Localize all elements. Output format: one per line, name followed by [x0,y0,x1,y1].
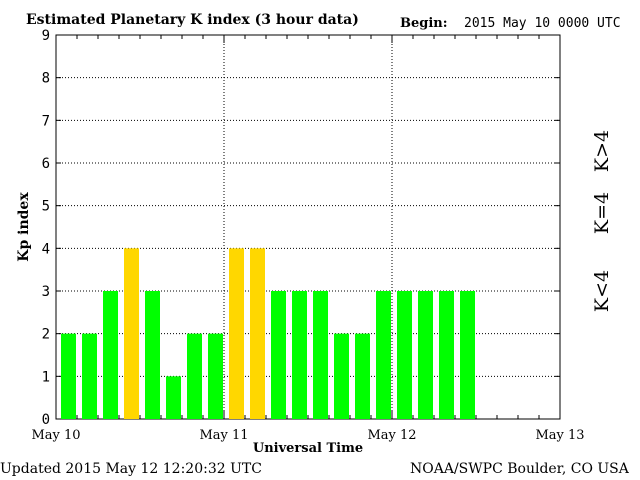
kp-bar [166,376,181,419]
kp-bar [250,248,265,419]
x-axis-label: Universal Time [253,441,363,456]
y-tick-label: 4 [42,241,50,257]
y-tick-label: 2 [42,327,50,343]
y-tick-label: 1 [42,369,50,385]
x-tick-label: May 10 [31,428,80,443]
x-tick-label: May 11 [199,428,248,443]
begin-value: 2015 May 10 0000 UTC [464,16,621,31]
kp-bar [145,291,160,419]
begin-label: Begin: [400,16,448,31]
x-tick-label: May 12 [367,428,416,443]
kp-bar [103,291,118,419]
y-tick-label: 0 [42,412,50,428]
legend-k-less-4: K<4 [591,270,613,312]
legend-k-equal-4: K=4 [591,192,613,234]
updated-timestamp: Updated 2015 May 12 12:20:32 UTC [0,461,262,477]
kp-bar [124,248,139,419]
kp-bar [418,291,433,419]
kp-bar [460,291,475,419]
chart-title: Estimated Planetary K index (3 hour data… [26,12,359,28]
legend-k-greater-4: K>4 [591,130,613,172]
grid-lines [56,35,560,419]
x-axis-ticks: May 10 May 11 May 12 May 13 [31,35,585,443]
kp-bar [376,291,391,419]
credit-text: NOAA/SWPC Boulder, CO USA [410,461,630,477]
kp-bar [187,333,202,419]
kp-bar [439,291,454,419]
y-axis-ticks: 0 1 2 3 4 5 6 7 8 9 [42,28,560,428]
bars [61,248,475,419]
y-axis-label: Kp index [16,192,32,262]
kp-bar [292,291,307,419]
kp-bar [313,291,328,419]
kp-bar [229,248,244,419]
kp-bar [355,333,370,419]
kp-bar [271,291,286,419]
kp-bar [334,333,349,419]
kp-bar [61,333,76,419]
y-tick-label: 9 [42,28,50,44]
y-tick-label: 5 [42,199,50,215]
kp-bar [208,333,223,419]
kp-bar [82,333,97,419]
x-tick-label: May 13 [535,428,584,443]
y-tick-label: 8 [42,71,50,87]
kp-bar [397,291,412,419]
y-tick-label: 3 [42,284,50,300]
y-tick-label: 7 [42,113,50,129]
y-tick-label: 6 [42,156,50,172]
